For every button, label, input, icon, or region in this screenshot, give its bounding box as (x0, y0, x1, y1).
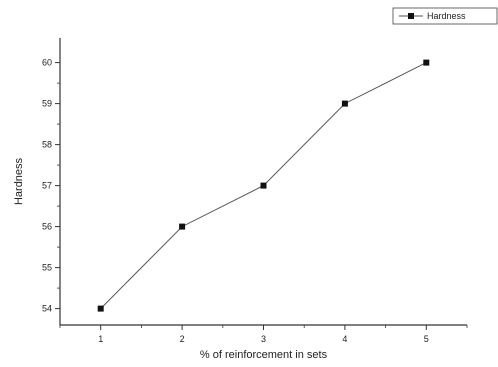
data-point-0-2 (260, 182, 267, 189)
data-point-0-3 (341, 100, 348, 107)
legend-box (392, 7, 498, 25)
x-tick-label-4: 5 (424, 334, 429, 344)
legend-label: Hardness (427, 11, 466, 21)
x-tick-label-3: 4 (342, 334, 347, 344)
y-tick-label-6: 60 (42, 58, 52, 68)
y-tick-label-1: 55 (42, 263, 52, 273)
legend-marker (408, 13, 414, 19)
data-point-0-4 (423, 59, 430, 66)
x-axis-title: % of reinforcement in sets (200, 349, 328, 361)
y-tick-label-4: 58 (42, 140, 52, 150)
x-tick-label-2: 3 (261, 334, 266, 344)
x-tick-label-0: 1 (98, 334, 103, 344)
y-axis-title: Hardness (13, 157, 25, 205)
ticks: 54 55 56 57 58 59 60 1 2 3 4 5 (42, 58, 468, 344)
y-tick-label-5: 59 (42, 99, 52, 109)
data-point-0-0 (97, 305, 104, 312)
data-point-0-1 (179, 223, 186, 230)
y-tick-label-0: 54 (42, 304, 52, 314)
y-tick-label-3: 57 (42, 181, 52, 191)
y-tick-label-2: 56 (42, 222, 52, 232)
legend: Hardness (392, 7, 498, 25)
series (97, 59, 430, 312)
axes (59, 38, 467, 326)
x-tick-label-1: 2 (180, 334, 185, 344)
